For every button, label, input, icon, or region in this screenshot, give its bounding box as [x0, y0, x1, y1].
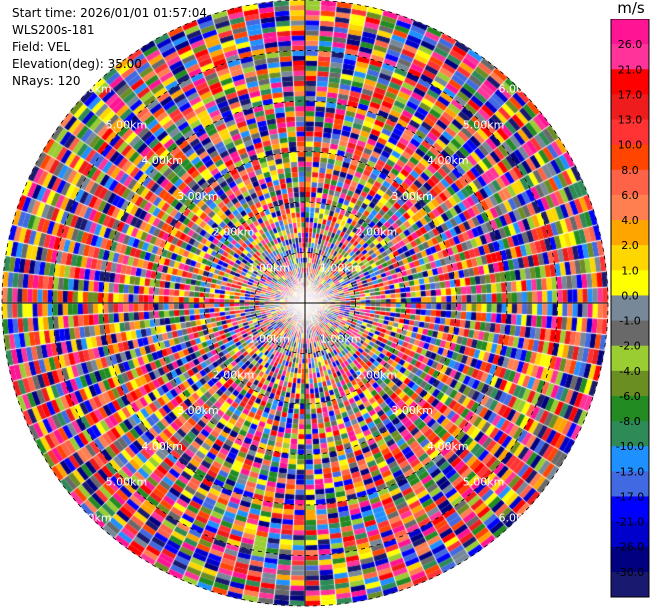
range-ring-label: 5.00km — [463, 118, 505, 131]
range-ring-label: 5.00km — [106, 118, 148, 131]
range-ring-label: 4.00km — [141, 154, 183, 167]
colorbar-segment — [611, 446, 649, 472]
colorbar-segment — [611, 245, 649, 271]
colorbar-segment — [611, 421, 649, 447]
nrays-label: NRays: 120 — [12, 74, 81, 88]
range-ring-label: 5.00km — [463, 476, 505, 489]
colorbar-tick-label: 0.0 — [621, 289, 639, 302]
colorbar-segment — [611, 395, 649, 422]
colorbar-tick-label: -2.0 — [619, 340, 640, 353]
range-ring-label: 3.00km — [177, 404, 219, 417]
colorbar-tick-label: 10.0 — [618, 139, 643, 152]
colorbar-tick-label: -21.0 — [616, 516, 644, 529]
colorbar-segment — [611, 571, 649, 598]
range-ring-label: 1.00km — [249, 333, 291, 346]
range-ring-label: 2.00km — [356, 368, 398, 381]
colorbar-segment — [611, 119, 649, 146]
colorbar-tick-label: -13.0 — [616, 465, 644, 478]
elevation-label: Elevation(deg): 35.00 — [12, 57, 142, 71]
colorbar-segment — [611, 521, 649, 548]
range-ring-label: 1.00km — [249, 261, 291, 274]
colorbar-tick-label: 8.0 — [621, 164, 639, 177]
colorbar-segment — [611, 320, 649, 347]
scan-info: Start time: 2026/01/01 01:57:04 WLS200s-… — [12, 5, 207, 90]
colorbar-segment — [611, 270, 649, 296]
colorbar-segment — [611, 194, 649, 221]
range-ring-label: 6.00km — [498, 83, 540, 96]
velocity-colorbar: 26.0 21.0 17.0 13.0 10.0 8.0 6.0 4.0 2.0 1.0 0.0 -1… — [610, 19, 650, 598]
colorbar-tick-label: 4.0 — [621, 214, 639, 227]
colorbar-segment — [611, 345, 649, 372]
start-time-label: Start time: 2026/01/01 01:57:04 — [12, 6, 207, 20]
range-ring-label: 2.00km — [213, 226, 255, 239]
colorbar-segment — [611, 220, 649, 246]
colorbar-segment — [611, 295, 649, 322]
colorbar-tick-label: -4.0 — [619, 365, 640, 378]
colorbar-tick-label: -26.0 — [616, 541, 644, 554]
colorbar-tick-label: 1.0 — [621, 264, 639, 277]
range-ring-label: 3.00km — [391, 404, 433, 417]
range-ring-label: 6.00km — [498, 511, 540, 524]
colorbar-tick-label: -17.0 — [616, 490, 644, 503]
colorbar-tick-label: 6.0 — [621, 189, 639, 202]
colorbar-tick-label: 13.0 — [618, 114, 643, 127]
station-label: WLS200s-181 — [12, 23, 95, 37]
colorbar-segment — [611, 370, 649, 397]
range-ring-label: 4.00km — [427, 154, 469, 167]
range-ring-label: 2.00km — [356, 226, 398, 239]
colorbar-tick-label: -6.0 — [619, 390, 640, 403]
field-label: Field: VEL — [12, 40, 71, 54]
colorbar-frame — [610, 19, 650, 598]
range-ring-label: 1.00km — [320, 261, 362, 274]
colorbar-segment — [611, 19, 649, 45]
range-ring-label: 2.00km — [213, 368, 255, 381]
colorbar-segment — [611, 44, 649, 70]
colorbar-segment — [611, 546, 649, 573]
colorbar-tick-label: 21.0 — [618, 63, 643, 76]
colorbar-segment — [611, 144, 649, 171]
range-ring-label: 1.00km — [320, 333, 362, 346]
colorbar-segment — [611, 471, 649, 497]
colorbar-segment — [611, 169, 649, 196]
range-ring-label: 5.00km — [106, 476, 148, 489]
colorbar-tick-label: 26.0 — [618, 38, 643, 51]
range-ring-label: 6.00km — [70, 511, 112, 524]
colorbar-segment — [611, 94, 649, 121]
range-ring-label: 4.00km — [427, 440, 469, 453]
colorbar-tick-label: -1.0 — [619, 315, 640, 328]
colorbar-segment — [611, 69, 649, 95]
colorbar-tick-label: -8.0 — [619, 415, 640, 428]
range-ring-label: 3.00km — [177, 190, 219, 203]
colorbar-tick-label: 2.0 — [621, 239, 639, 252]
colorbar-tick-label: -30.0 — [616, 566, 644, 579]
colorbar-tick-label: 17.0 — [618, 88, 643, 101]
colorbar-segment — [611, 496, 649, 523]
range-ring-label: 4.00km — [141, 440, 183, 453]
colorbar-tick-label: -10.0 — [616, 440, 644, 453]
range-ring-label: 3.00km — [391, 190, 433, 203]
colorbar-unit: m/s — [617, 0, 645, 17]
range-ring-label: 6.00km — [70, 83, 112, 96]
